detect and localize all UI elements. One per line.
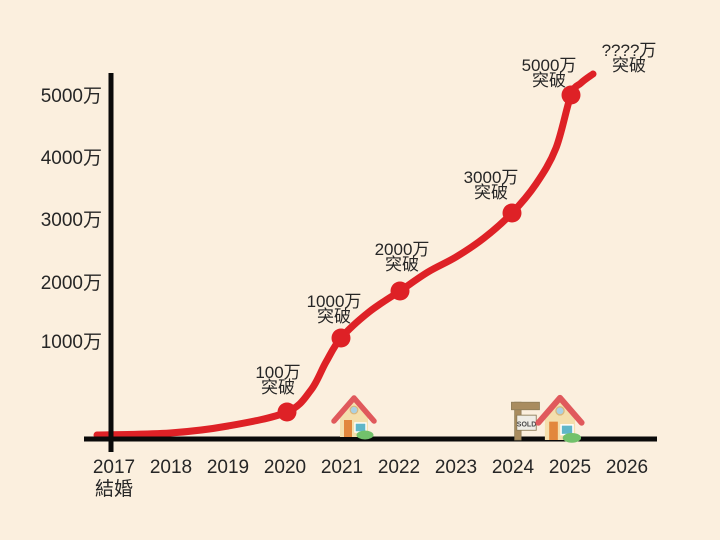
- house-icon: [331, 395, 377, 440]
- house-door: [344, 420, 352, 437]
- y-axis-line: [108, 73, 114, 452]
- house-roof: [331, 395, 377, 424]
- house-door: [549, 421, 558, 440]
- house-round-window: [555, 406, 565, 416]
- x-axis-line: [84, 436, 657, 442]
- house-round-window: [349, 405, 359, 415]
- house-bush: [356, 430, 374, 440]
- house-roof: [535, 394, 585, 426]
- milestone-dot: [561, 85, 581, 105]
- house-bush: [562, 432, 582, 443]
- milestone-dot: [502, 203, 522, 223]
- sold-sign-text: SOLD: [517, 422, 537, 429]
- growth-line: [93, 70, 597, 439]
- milestone-dot: [331, 328, 351, 348]
- milestone-dot: [277, 402, 297, 422]
- milestone-dot: [390, 281, 410, 301]
- sold-house-icon: SOLD: [511, 394, 585, 443]
- sold-sign-icon: SOLD: [511, 401, 540, 441]
